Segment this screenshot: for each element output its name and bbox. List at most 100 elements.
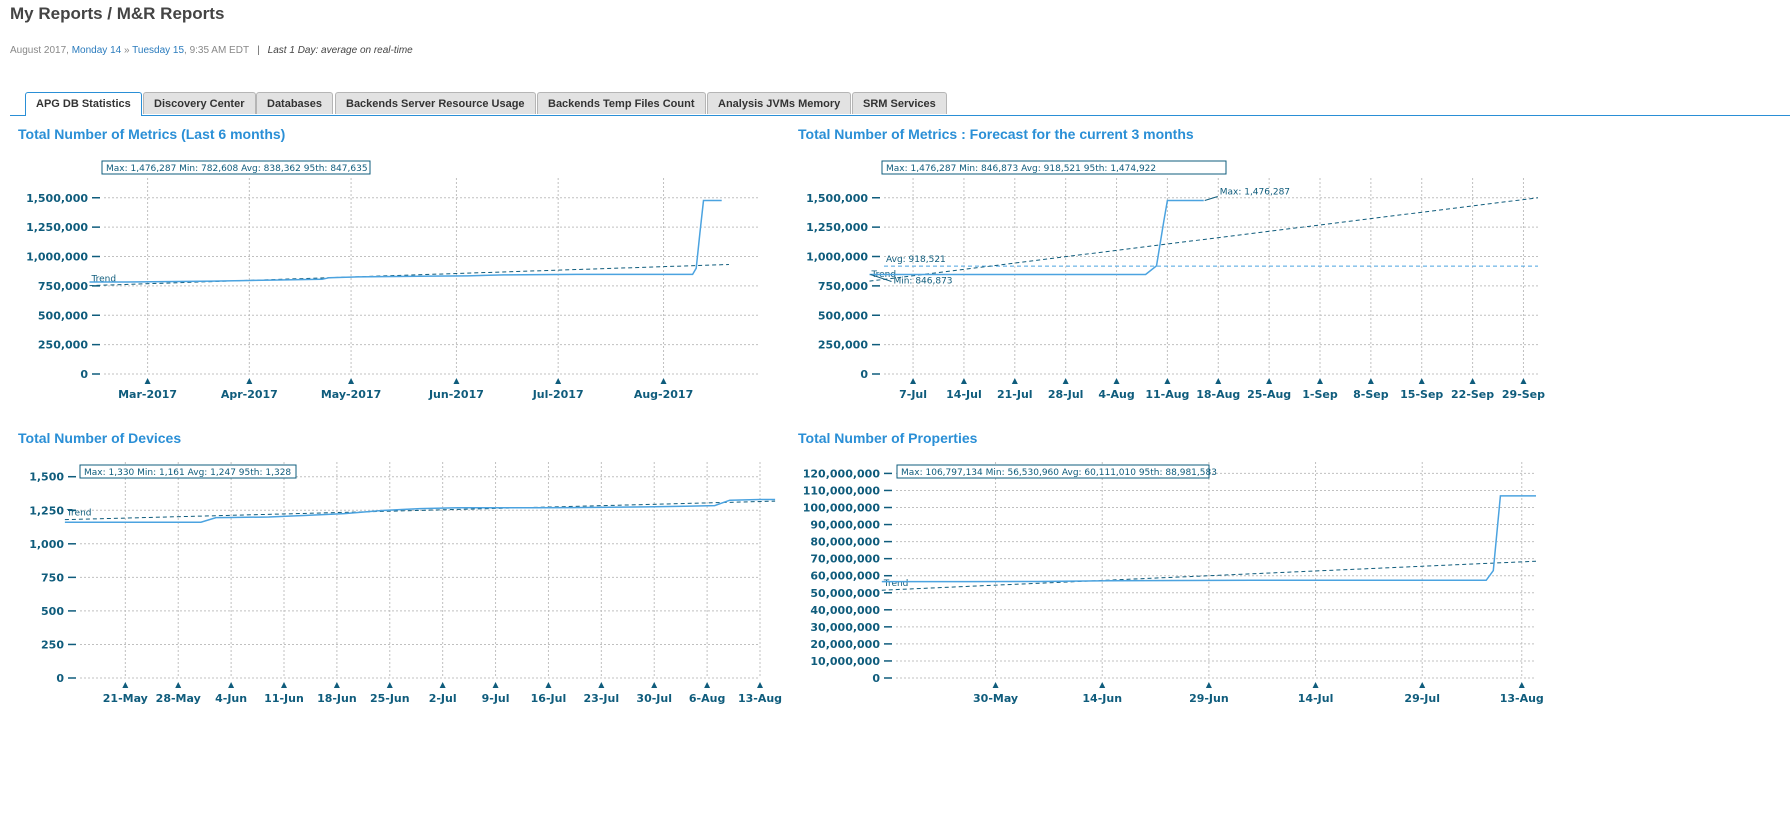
- x-tick-marker: [175, 682, 182, 688]
- x-tick-label: 15-Sep: [1400, 388, 1443, 401]
- x-tick-marker: [1367, 378, 1374, 384]
- panel-title[interactable]: Total Number of Properties: [798, 430, 978, 446]
- tab-discovery-center[interactable]: Discovery Center: [143, 92, 256, 114]
- y-tick-label: 250,000: [818, 339, 868, 352]
- x-tick-label: 6-Aug: [689, 692, 725, 705]
- y-tick-label: 100,000,000: [803, 502, 881, 515]
- y-tick-label: 1,500: [29, 471, 64, 484]
- x-tick-label: 2-Jul: [429, 692, 457, 705]
- x-tick-label: 8-Sep: [1353, 388, 1389, 401]
- date-from-link[interactable]: Monday 14: [71, 45, 122, 56]
- panel-title[interactable]: Total Number of Metrics (Last 6 months): [18, 126, 286, 142]
- y-tick-label: 90,000,000: [810, 519, 880, 532]
- x-tick-label: 1-Sep: [1302, 388, 1338, 401]
- trend-label: Trend: [883, 579, 909, 589]
- x-tick-marker: [281, 682, 287, 688]
- x-tick-marker: [333, 682, 340, 688]
- panel-title[interactable]: Total Number of Devices: [18, 430, 182, 446]
- x-tick-marker: [1520, 378, 1527, 384]
- properties-chart: 0 10,000,000 20,000,000 30,000,000 40,000,00…: [803, 462, 1544, 705]
- annotation-label: Max: 1,476,287: [1220, 188, 1290, 198]
- trend-line: [869, 197, 1539, 282]
- y-tick-label: 120,000,000: [803, 467, 881, 480]
- y-tick-label: 1,250: [29, 504, 64, 517]
- date-to-link[interactable]: Tuesday 15: [132, 45, 185, 56]
- header: My Reports / M&R Reports: [10, 4, 224, 24]
- y-tick-label: 1,250,000: [26, 221, 88, 234]
- x-tick-marker: [246, 378, 253, 384]
- stats-text: Max: 1,330 Min: 1,161 Avg: 1,247 95th: 1…: [84, 468, 291, 478]
- y-tick-label: 750: [41, 571, 64, 584]
- x-tick-marker: [1418, 378, 1425, 384]
- x-tick-marker: [651, 682, 658, 688]
- x-tick-label: Jun-2017: [428, 388, 484, 401]
- x-tick-label: 29-Sep: [1502, 388, 1545, 401]
- y-tick-label: 250,000: [38, 339, 88, 352]
- x-tick-marker: [144, 378, 151, 384]
- x-tick-marker: [1266, 378, 1273, 384]
- x-tick-label: May-2017: [321, 388, 381, 401]
- x-tick-marker: [439, 682, 446, 688]
- x-tick-marker: [910, 378, 917, 384]
- x-tick-marker: [555, 378, 562, 384]
- y-tick-label: 0: [56, 672, 64, 685]
- y-tick-label: 0: [860, 368, 868, 381]
- display-mode-note: Last 1 Day: average on real-time: [267, 45, 413, 56]
- x-tick-label: 16-Jul: [531, 692, 567, 705]
- x-tick-marker: [598, 682, 605, 688]
- y-tick-label: 110,000,000: [803, 484, 881, 497]
- forecast-chart: 0 250,000 500,000 750,000 1,000,000 1,250,000…: [806, 160, 1545, 401]
- y-tick-label: 1,250,000: [806, 221, 868, 234]
- x-tick-marker: [1317, 378, 1323, 384]
- y-tick-label: 1,500,000: [806, 192, 868, 205]
- x-tick-marker: [660, 378, 667, 384]
- y-tick-label: 0: [80, 368, 88, 381]
- x-tick-marker: [453, 378, 460, 384]
- y-tick-label: 10,000,000: [810, 655, 880, 668]
- tab-backends-temp-files-count[interactable]: Backends Temp Files Count: [537, 92, 706, 114]
- y-tick-label: 40,000,000: [810, 604, 880, 617]
- panel-total-properties: Total Number of Properties 0 10,000,000 20…: [798, 430, 1568, 730]
- annotation-pointer: [870, 274, 892, 282]
- stats-text: Max: 1,476,287 Min: 846,873 Avg: 918,521…: [886, 164, 1156, 174]
- x-tick-marker: [122, 682, 129, 688]
- devices-chart: 0 250 500 750 1,000 1,250 1,500 21-May 28-May 4-J…: [29, 462, 782, 705]
- stats-box: [881, 160, 1227, 175]
- series-line: [64, 498, 776, 523]
- x-tick-label: 13-Aug: [738, 692, 782, 705]
- y-tick-label: 250: [41, 638, 64, 651]
- stats-box: [101, 160, 371, 175]
- x-tick-label: 25-Aug: [1247, 388, 1291, 401]
- y-tick-label: 1,000,000: [26, 251, 88, 264]
- trend-label: Trend: [66, 509, 92, 519]
- panel-title[interactable]: Total Number of Metrics : Forecast for t…: [798, 126, 1194, 142]
- annotation-pointer: [1204, 196, 1218, 202]
- x-tick-label: 11-Aug: [1145, 388, 1189, 401]
- x-tick-label: 7-Jul: [899, 388, 927, 401]
- x-tick-marker: [1164, 378, 1171, 384]
- y-tick-label: 500,000: [38, 309, 88, 322]
- stats-text: Max: 106,797,134 Min: 56,530,960 Avg: 60…: [901, 468, 1217, 478]
- tab-apg-db-statistics[interactable]: APG DB Statistics: [25, 92, 142, 116]
- tab-srm-services[interactable]: SRM Services: [852, 92, 947, 114]
- report-period: August 2017, Monday 14 » Tuesday 15, 9:3…: [10, 45, 413, 56]
- tab-databases[interactable]: Databases: [256, 92, 334, 114]
- panel-total-devices: Total Number of Devices 0 250 500 750 1,000 1…: [18, 430, 788, 730]
- y-tick-label: 20,000,000: [810, 638, 880, 651]
- date-arrow: »: [121, 45, 133, 56]
- x-tick-label: 29-Jul: [1404, 692, 1440, 705]
- tab-backends-server-resource-usage[interactable]: Backends Server Resource Usage: [335, 92, 536, 114]
- y-tick-label: 750,000: [38, 280, 88, 293]
- date-prefix: August 2017,: [10, 45, 72, 56]
- x-tick-label: 29-Jun: [1189, 692, 1229, 705]
- x-tick-marker: [1215, 378, 1222, 384]
- x-tick-label: 9-Jul: [482, 692, 510, 705]
- tab-analysis-jvms-memory[interactable]: Analysis JVMs Memory: [707, 92, 852, 114]
- y-tick-label: 60,000,000: [810, 570, 880, 583]
- x-tick-marker: [1312, 682, 1319, 688]
- x-tick-marker: [1469, 378, 1476, 384]
- x-tick-marker: [386, 682, 393, 688]
- trend-label: Trend: [90, 275, 116, 285]
- series-line: [869, 199, 1204, 276]
- x-tick-label: 28-Jul: [1048, 388, 1084, 401]
